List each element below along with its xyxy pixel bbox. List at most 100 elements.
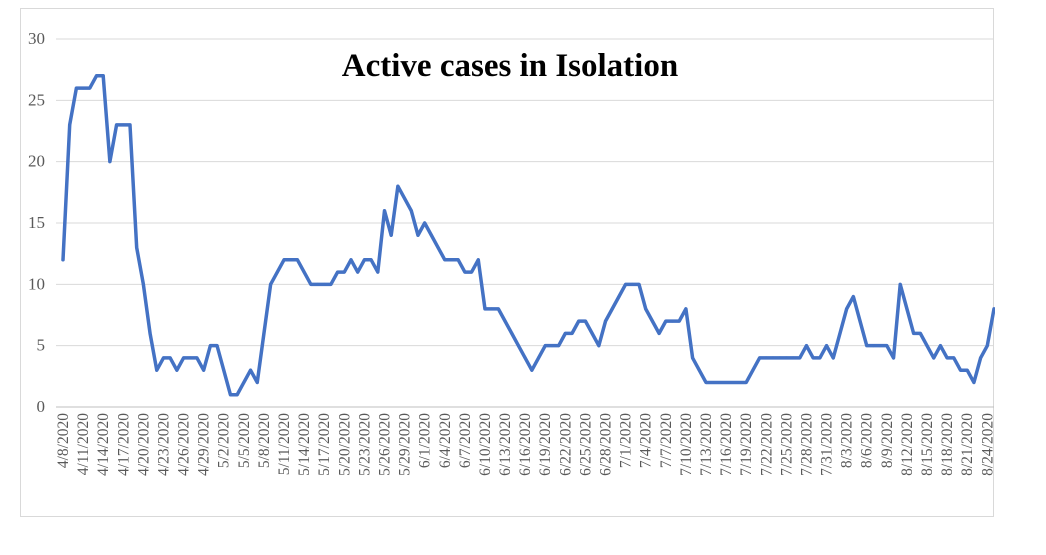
data-point — [282, 258, 286, 262]
x-tick-label: 7/4/2020 — [638, 413, 655, 468]
data-point — [322, 282, 326, 286]
data-point — [476, 258, 480, 262]
data-point — [845, 307, 849, 311]
x-tick-label: 4/14/2020 — [95, 413, 112, 476]
data-point — [81, 86, 85, 90]
x-tick-label: 8/21/2020 — [959, 413, 976, 476]
data-point — [731, 380, 735, 384]
y-tick-label: 30 — [28, 29, 45, 48]
data-point — [778, 356, 782, 360]
x-tick-label: 6/4/2020 — [437, 413, 454, 468]
data-point — [215, 344, 219, 348]
data-point — [737, 380, 741, 384]
data-point — [202, 368, 206, 372]
data-point — [898, 282, 902, 286]
data-point — [771, 356, 775, 360]
x-tick-label: 7/19/2020 — [738, 413, 755, 476]
x-tick-label: 7/28/2020 — [798, 413, 815, 476]
y-tick-label: 10 — [28, 274, 45, 293]
data-point — [758, 356, 762, 360]
data-point — [677, 319, 681, 323]
data-point — [175, 368, 179, 372]
x-tick-label: 5/17/2020 — [316, 413, 333, 476]
data-point — [235, 393, 239, 397]
data-point — [262, 331, 266, 335]
data-point — [255, 380, 259, 384]
data-point — [362, 258, 366, 262]
line-chart: 0 5 10 15 20 25 30 4/8/2020 4/11/2020 4/14/2020 4… — [28, 29, 995, 476]
data-point — [724, 380, 728, 384]
data-point — [838, 331, 842, 335]
data-point — [115, 123, 119, 127]
data-point — [918, 331, 922, 335]
data-point — [671, 319, 675, 323]
y-tick-label: 5 — [37, 336, 46, 355]
x-tick-label: 5/5/2020 — [236, 413, 253, 468]
x-tick-label: 7/13/2020 — [698, 413, 715, 476]
data-point — [704, 380, 708, 384]
data-point — [871, 344, 875, 348]
x-tick-label: 8/18/2020 — [939, 413, 956, 476]
data-point — [557, 344, 561, 348]
data-point — [369, 258, 373, 262]
data-point — [858, 319, 862, 323]
x-tick-label: 4/29/2020 — [196, 413, 213, 476]
data-point — [604, 319, 608, 323]
y-tick-label: 20 — [28, 152, 45, 171]
data-point — [798, 356, 802, 360]
x-tick-label: 7/1/2020 — [618, 413, 635, 468]
data-point — [791, 356, 795, 360]
x-tick-label: 5/11/2020 — [276, 413, 293, 476]
data-point — [965, 368, 969, 372]
data-point — [523, 356, 527, 360]
data-point — [851, 295, 855, 299]
data-point — [443, 258, 447, 262]
data-point — [925, 344, 929, 348]
data-point — [945, 356, 949, 360]
x-tick-label: 5/8/2020 — [256, 413, 273, 468]
data-point — [68, 123, 72, 127]
x-tick-label: 6/25/2020 — [577, 413, 594, 476]
data-point — [416, 233, 420, 237]
data-point — [985, 344, 989, 348]
gridlines — [56, 38, 994, 408]
data-point — [664, 319, 668, 323]
x-tick-label: 6/7/2020 — [457, 413, 474, 468]
data-point — [403, 196, 407, 200]
data-point — [302, 270, 306, 274]
data-point — [423, 221, 427, 225]
x-tick-label: 6/22/2020 — [557, 413, 574, 476]
data-point — [979, 356, 983, 360]
data-point — [938, 344, 942, 348]
data-point — [429, 233, 433, 237]
x-tick-label: 4/23/2020 — [155, 413, 172, 476]
x-tick-label: 6/1/2020 — [417, 413, 434, 468]
data-point — [222, 368, 226, 372]
data-point — [543, 344, 547, 348]
data-point — [155, 368, 159, 372]
x-tick-label: 4/17/2020 — [115, 413, 132, 476]
data-point — [88, 86, 92, 90]
data-point — [550, 344, 554, 348]
y-tick-label: 25 — [28, 90, 45, 109]
x-tick-label: 7/25/2020 — [778, 413, 795, 476]
data-point — [503, 319, 507, 323]
x-axis: 4/8/2020 4/11/2020 4/14/2020 4/17/2020 4/20/… — [55, 413, 995, 476]
data-point — [818, 356, 822, 360]
data-point — [952, 356, 956, 360]
y-tick-label: 15 — [28, 213, 45, 232]
data-point — [161, 356, 165, 360]
data-point — [610, 307, 614, 311]
series-layer — [61, 74, 995, 397]
data-point — [188, 356, 192, 360]
x-tick-label: 4/20/2020 — [135, 413, 152, 476]
data-point — [691, 356, 695, 360]
data-point — [289, 258, 293, 262]
data-point — [168, 356, 172, 360]
x-tick-label: 7/10/2020 — [678, 413, 695, 476]
data-point — [182, 356, 186, 360]
x-tick-label: 8/24/2020 — [979, 413, 995, 476]
y-tick-label: 0 — [37, 397, 46, 416]
data-point — [885, 344, 889, 348]
data-point — [711, 380, 715, 384]
